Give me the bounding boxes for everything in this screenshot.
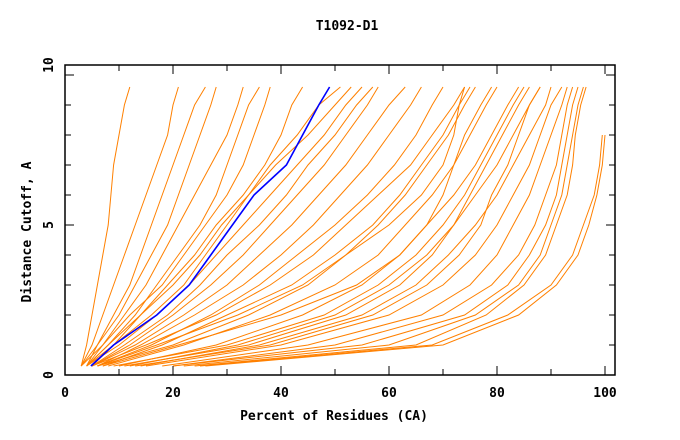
model-curve-21 xyxy=(135,86,541,367)
x-tick-label: 80 xyxy=(489,386,505,401)
model-curve-3 xyxy=(80,86,217,367)
x-axis-label: Percent of Residues (CA) xyxy=(240,409,428,424)
model-curve-29 xyxy=(199,134,603,367)
model-curve-8 xyxy=(86,86,363,367)
x-tick-label: 40 xyxy=(273,386,289,401)
model-curve-7 xyxy=(91,86,304,367)
model-curve-28 xyxy=(194,86,587,367)
model-curve-12 xyxy=(97,86,444,367)
chart-title: T1092-D1 xyxy=(316,19,379,34)
model-curve-22 xyxy=(140,86,552,367)
model-curve-1 xyxy=(80,86,179,367)
axis-ticks xyxy=(64,65,615,376)
model-curve-2 xyxy=(86,86,206,367)
model-curve-14 xyxy=(102,86,471,367)
model-curve-11 xyxy=(97,86,422,367)
model-curve-26 xyxy=(172,86,579,367)
model-curve-25 xyxy=(172,86,574,367)
model-curve-5 xyxy=(86,86,260,367)
x-tick-label: 60 xyxy=(381,386,397,401)
model-curve-19 xyxy=(124,86,530,367)
model-curve-32 xyxy=(91,86,374,367)
model-curve-6 xyxy=(80,86,271,367)
plot-frame xyxy=(64,64,616,376)
y-tick-label: 5 xyxy=(42,221,57,229)
y-tick-label: 0 xyxy=(42,371,57,379)
model-curve-27 xyxy=(183,86,584,367)
model-curve-16 xyxy=(108,86,498,367)
highlight-line xyxy=(90,86,331,367)
model-curve-13 xyxy=(91,86,466,367)
model-curve-33 xyxy=(86,86,352,367)
model-curve-4 xyxy=(86,86,244,367)
model-curve-10 xyxy=(91,86,406,367)
model-curve-0 xyxy=(80,86,131,367)
series-lines xyxy=(80,86,606,367)
model-curve-23 xyxy=(145,86,563,367)
model-curve-24 xyxy=(162,86,568,367)
y-tick-label: 10 xyxy=(42,57,57,73)
model-curve-15 xyxy=(97,86,476,367)
x-tick-label: 100 xyxy=(593,386,617,401)
model-curve-30 xyxy=(205,134,606,367)
model-curve-34 xyxy=(97,86,466,367)
x-tick-label: 20 xyxy=(165,386,181,401)
model-curve-35 xyxy=(102,86,493,367)
model-curve-9 xyxy=(91,86,379,367)
model-curve-31 xyxy=(86,86,341,367)
x-tick-label: 0 xyxy=(61,386,69,401)
highlight-curve xyxy=(90,86,331,367)
model-curve-20 xyxy=(129,86,541,367)
y-axis-label: Distance Cutoff, A xyxy=(20,161,35,302)
model-curve-17 xyxy=(113,86,525,367)
